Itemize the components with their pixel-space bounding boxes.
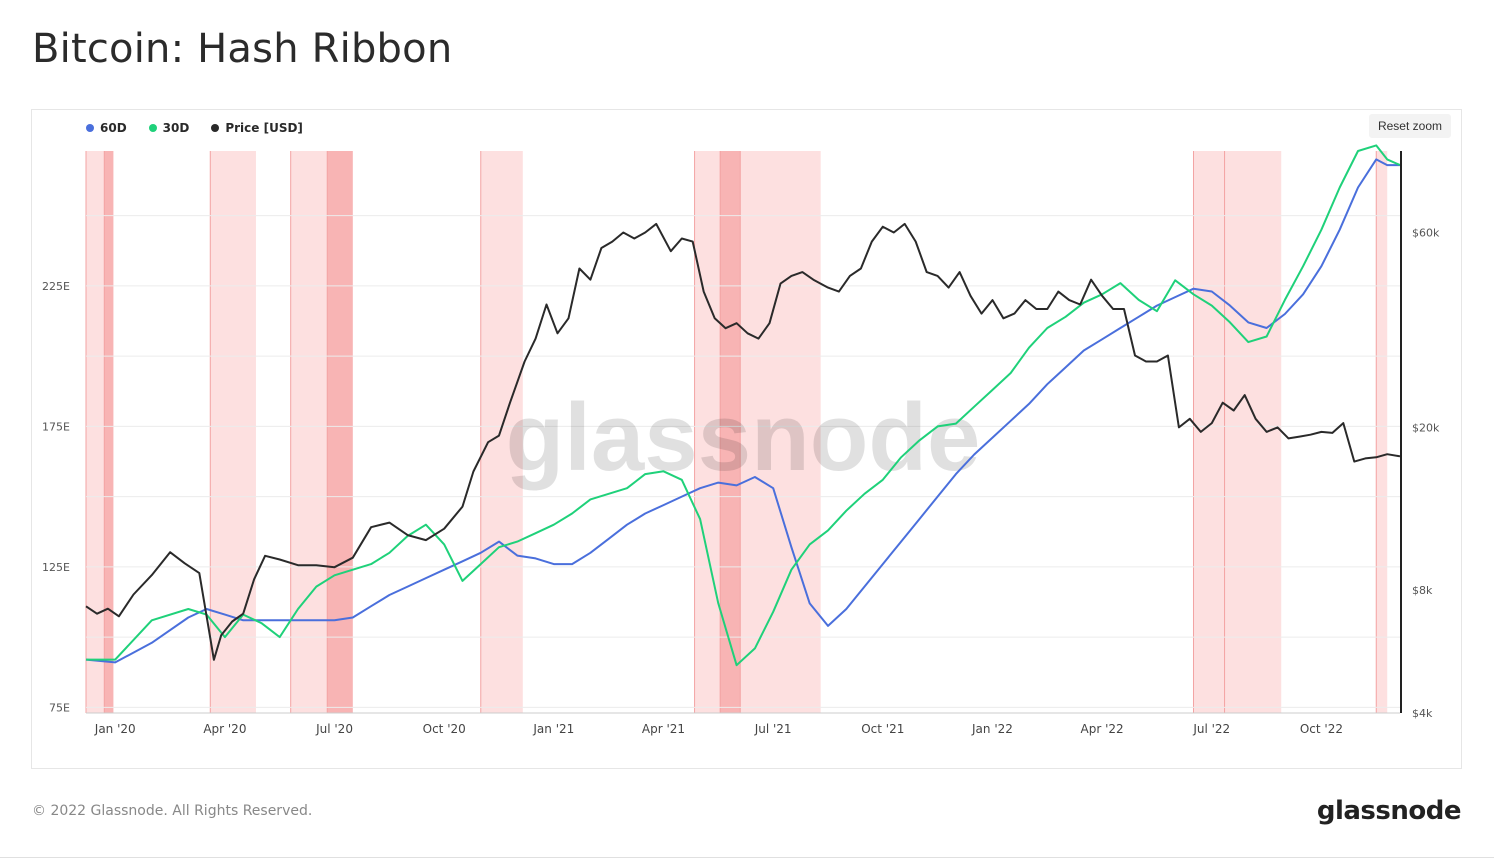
- legend-dot-price: [211, 124, 220, 132]
- bottom-divider: [0, 857, 1494, 858]
- right-axis-tick: $4k: [1412, 707, 1433, 720]
- ribbon-band: [1224, 151, 1282, 713]
- glassnode-logo[interactable]: glassnode: [1316, 796, 1462, 826]
- x-axis-tick: Jan '21: [532, 722, 574, 736]
- legend-item-price[interactable]: Price [USD]: [211, 121, 303, 135]
- x-axis-tick: Jan '22: [971, 722, 1013, 736]
- series-line-30d: [86, 144, 1401, 667]
- x-axis-tick: Oct '21: [861, 722, 904, 736]
- reset-zoom-button[interactable]: Reset zoom: [1368, 114, 1451, 138]
- gridlines: [86, 215, 1400, 708]
- ribbon-band: [1193, 151, 1225, 713]
- ribbon-band: [694, 151, 721, 713]
- x-axis-tick: Jul '20: [315, 722, 353, 736]
- ribbon-band: [327, 151, 353, 713]
- legend-label-price: Price [USD]: [225, 121, 303, 135]
- left-axis-tick: 225E: [42, 280, 70, 293]
- x-axis-tick: Apr '22: [1081, 722, 1124, 736]
- ribbon-band: [720, 151, 741, 713]
- series-line-price-usd-: [85, 222, 1401, 661]
- left-axis-tick: 175E: [42, 420, 70, 433]
- watermark-text: glassnode: [506, 384, 981, 491]
- x-axis-tick: Jan '20: [94, 722, 136, 736]
- legend-item-60d[interactable]: 60D: [86, 121, 127, 135]
- legend: 60D 30D Price [USD]: [86, 121, 303, 135]
- x-axis-tick: Oct '22: [1300, 722, 1343, 736]
- series-line-60d: [85, 158, 1400, 664]
- x-axis-tick: Oct '20: [423, 722, 466, 736]
- ribbon-band: [1376, 151, 1388, 713]
- legend-label-60d: 60D: [100, 121, 127, 135]
- ribbon-band: [740, 151, 821, 713]
- ribbon-band: [480, 151, 523, 713]
- legend-item-30d[interactable]: 30D: [148, 121, 190, 135]
- left-axis-tick: 75E: [49, 701, 70, 714]
- x-axis-tick: Apr '21: [642, 722, 685, 736]
- legend-label-30d: 30D: [162, 121, 190, 135]
- hash-ribbon-chart[interactable]: glassnode 75E 125E 175E 225E $4k $8k $20k $60k Ja…: [32, 110, 1461, 768]
- copyright-text: © 2022 Glassnode. All Rights Reserved.: [32, 803, 313, 819]
- ribbon-band: [290, 151, 328, 713]
- x-axis-tick: Apr '20: [203, 722, 246, 736]
- ribbon-band: [86, 151, 105, 713]
- x-axis-tick: Jul '21: [754, 722, 792, 736]
- page-title: Bitcoin: Hash Ribbon: [32, 26, 453, 72]
- right-axis-tick: $8k: [1412, 584, 1433, 597]
- chart-card: 60D 30D Price [USD] Reset zoom glassnode…: [31, 109, 1462, 769]
- left-axis-tick: 125E: [42, 561, 70, 574]
- legend-dot-60d: [86, 124, 94, 132]
- right-axis-tick: $60k: [1412, 227, 1440, 240]
- right-axis-tick: $20k: [1412, 421, 1440, 434]
- legend-dot-30d: [148, 124, 157, 132]
- x-axis-tick: Jul '22: [1192, 722, 1230, 736]
- ribbon-band: [104, 151, 114, 713]
